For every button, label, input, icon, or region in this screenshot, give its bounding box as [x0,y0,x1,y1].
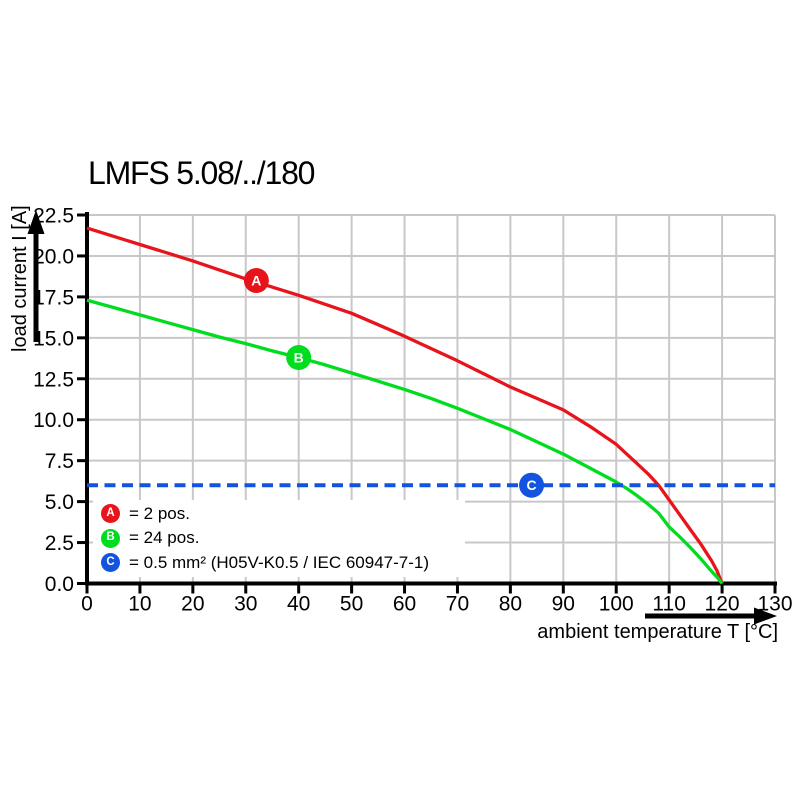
legend-marker-C-icon: C [101,553,120,572]
curve-marker-C [519,472,545,498]
legend-label-A: = 2 pos. [129,503,190,523]
x-axis-arrow-icon [645,607,777,625]
y-tick-label: 12.5 [33,368,74,391]
curve-marker-label-B: B [294,349,304,365]
curve-marker-A [243,268,269,294]
x-tick-label: 110 [652,593,685,616]
y-tick-label: 17.5 [33,286,74,309]
curve-marker-B [286,344,312,370]
y-tick-label: 0.0 [45,573,74,596]
legend: A = 2 pos. B = 24 pos. C = 0.5 mm² (H05V… [93,500,465,577]
x-tick-label: 60 [393,593,416,616]
y-tick-label: 22.5 [33,205,74,228]
legend-item-C: C = 0.5 mm² (H05V-K0.5 / IEC 60947-7-1) [101,551,465,574]
y-tick-label: 7.5 [45,450,74,473]
legend-marker-A-icon: A [101,504,120,523]
chart-title: LMFS 5.08/../180 [88,155,315,191]
y-tick-label: 20.0 [33,245,74,268]
curve-marker-label-A: A [251,273,261,289]
y-tick-label: 15.0 [33,327,74,350]
x-tick-label: 20 [181,593,204,616]
y-tick-label: 2.5 [45,532,74,555]
x-tick-label: 90 [552,593,575,616]
series-curve-A [86,226,724,585]
x-tick-label: 120 [705,593,740,616]
x-tick-label: 10 [128,593,151,616]
x-tick-label: 40 [287,593,310,616]
y-tick-label: 10.0 [33,409,74,432]
x-tick-label: 30 [234,593,257,616]
curve-marker-label-C: C [526,477,536,493]
x-axis-title: ambient temperature T [°C] [537,621,778,643]
y-tick-label: 5.0 [45,491,74,514]
x-tick-label: 80 [499,593,522,616]
legend-label-C: = 0.5 mm² (H05V-K0.5 / IEC 60947-7-1) [129,552,429,572]
x-tick-label: 50 [340,593,363,616]
legend-item-B: B = 24 pos. [101,527,465,550]
legend-marker-B-icon: B [101,528,120,548]
x-tick-label: 100 [599,593,634,616]
legend-label-B: = 24 pos. [129,528,200,547]
x-tick-label: 0 [81,593,93,616]
y-axis-arrow-icon [27,210,45,342]
series-curve-B [86,298,724,585]
x-tick-label: 70 [446,593,469,616]
x-tick-label: 130 [757,593,792,616]
legend-item-A: A = 2 pos. [101,502,465,525]
